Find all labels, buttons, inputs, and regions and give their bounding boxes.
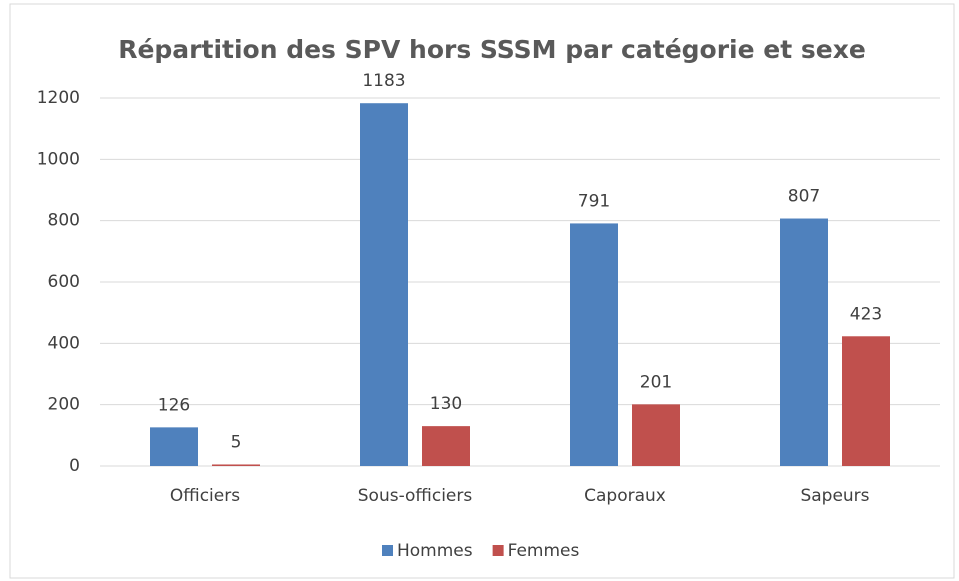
bar: [570, 223, 618, 466]
chart-title: Répartition des SPV hors SSSM par catégo…: [118, 35, 866, 64]
x-tick-label: Caporaux: [584, 486, 666, 506]
data-label: 791: [578, 191, 610, 211]
legend-swatch: [492, 545, 504, 556]
x-tick-label: Officiers: [170, 486, 240, 506]
y-tick-label: 600: [48, 272, 80, 292]
data-label: 126: [158, 395, 190, 415]
y-tick-label: 400: [48, 333, 80, 353]
bar: [780, 218, 828, 466]
bar: [360, 103, 408, 467]
y-tick-label: 200: [48, 395, 80, 415]
y-tick-label: 0: [69, 456, 80, 476]
data-label: 423: [850, 304, 882, 324]
bar: [422, 426, 470, 466]
bar: [632, 404, 680, 466]
data-label: 807: [788, 187, 820, 207]
y-tick-label: 1000: [37, 149, 80, 169]
y-tick-label: 1200: [37, 88, 80, 108]
data-label: 1183: [362, 71, 405, 91]
data-label: 201: [640, 372, 672, 392]
data-label: 130: [430, 394, 462, 414]
y-tick-label: 800: [48, 211, 80, 231]
legend-label: Femmes: [508, 541, 580, 561]
data-label: 5: [231, 432, 242, 452]
bar: [212, 464, 260, 466]
x-tick-label: Sapeurs: [800, 486, 869, 506]
bar: [150, 427, 198, 466]
bar: [842, 336, 890, 466]
x-tick-label: Sous-officiers: [358, 486, 473, 506]
legend-swatch: [382, 545, 393, 556]
legend-label: Hommes: [397, 541, 473, 561]
